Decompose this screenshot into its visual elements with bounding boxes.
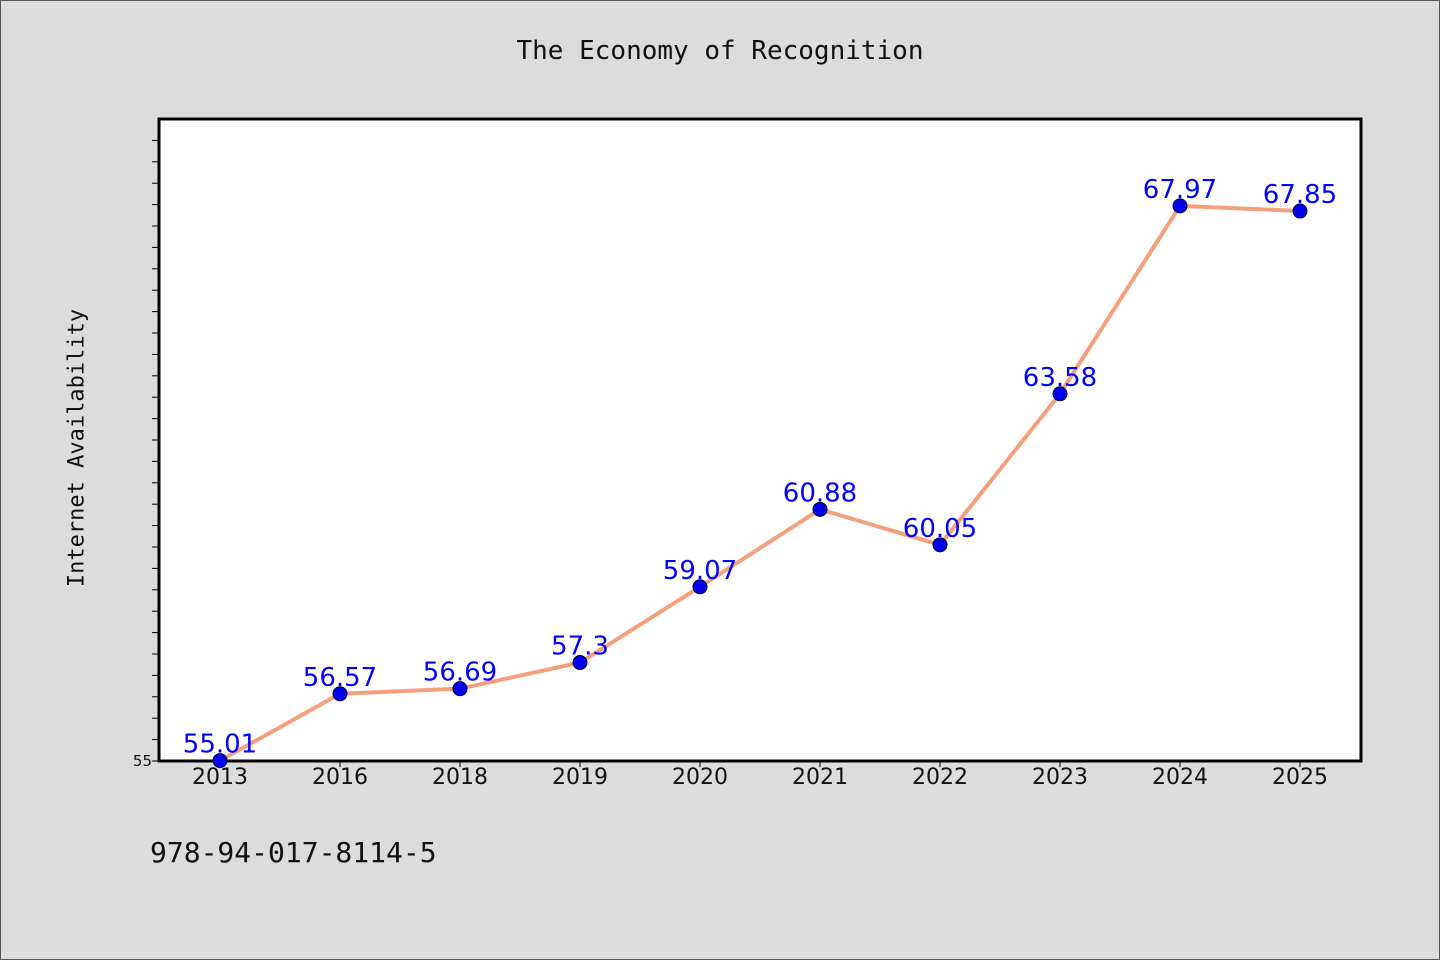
x-tick-label: 2016 (312, 765, 368, 790)
series-line (219, 203, 1301, 763)
data-label: 60.88 (783, 478, 857, 508)
data-point (332, 686, 348, 702)
data-point (692, 579, 708, 595)
data-label: 57.3 (551, 632, 609, 662)
x-tick-label: 2022 (912, 765, 968, 790)
data-label: 60.05 (903, 514, 977, 544)
chart-title: The Economy of Recognition (516, 36, 924, 66)
x-tick-label: 2024 (1152, 765, 1208, 790)
x-tick-label: 2019 (552, 765, 608, 790)
data-label: 67.97 (1143, 175, 1217, 205)
y-axis-ticks: 55 (133, 139, 159, 770)
x-tick-label: 2013 (192, 765, 248, 790)
data-point (812, 501, 828, 517)
data-point (932, 537, 948, 553)
data-label: 59.07 (663, 556, 737, 586)
x-tick-label: 2020 (672, 765, 728, 790)
data-point (1292, 203, 1308, 219)
data-point (452, 681, 468, 697)
data-label: 63.58 (1023, 363, 1097, 393)
x-tick-label: 2021 (792, 765, 848, 790)
plot-area (157, 117, 1363, 763)
data-point (212, 753, 228, 769)
x-tick-label: 2025 (1272, 765, 1328, 790)
footer-isbn: 978-94-017-8114-5 (150, 836, 437, 869)
data-point (1052, 386, 1068, 402)
x-tick-label: 2023 (1032, 765, 1088, 790)
data-label: 55.01 (183, 730, 257, 760)
data-label: 67.85 (1263, 180, 1337, 210)
series-group: 55.01 56.57 56.69 57.3 59.07 60.88 60.05 63.58 6… (183, 175, 1337, 769)
x-tick-label: 2018 (432, 765, 488, 790)
data-point (572, 655, 588, 671)
y-tick-label: 55 (133, 752, 152, 770)
x-axis-ticks: 2013 2016 2018 2019 2020 2021 2022 2023 2024 2025 (192, 761, 1328, 790)
data-point (1172, 198, 1188, 214)
data-label: 56.57 (303, 663, 377, 693)
data-label: 56.69 (423, 658, 497, 688)
